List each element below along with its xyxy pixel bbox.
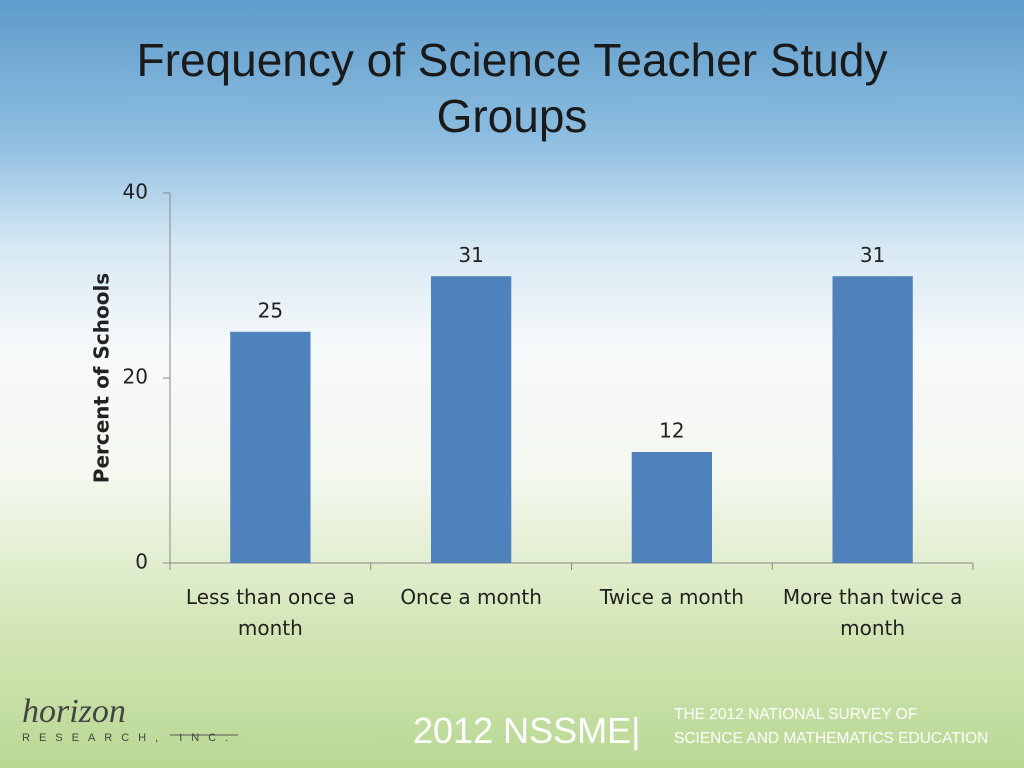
bar <box>430 276 512 563</box>
x-tick-label: Once a month <box>400 585 542 609</box>
logo-subtitle: RESEARCH, INC. <box>22 732 238 744</box>
chart-title: Frequency of Science Teacher Study Group… <box>136 34 888 142</box>
survey-line: THE 2012 NATIONAL SURVEY OF <box>674 706 918 723</box>
value-label: 12 <box>659 419 684 443</box>
value-label: 25 <box>258 298 283 322</box>
y-axis-label: Percent of Schools <box>90 273 114 483</box>
survey-line: SCIENCE AND MATHEMATICS EDUCATION <box>674 730 989 747</box>
value-label: 31 <box>458 243 483 267</box>
y-tick-label: 0 <box>135 550 148 574</box>
bar <box>631 452 713 563</box>
value-label: 31 <box>860 243 885 267</box>
logo-name: horizon <box>22 693 126 730</box>
y-tick-label: 20 <box>123 365 148 389</box>
x-tick-label: Less than once a month <box>185 585 355 640</box>
x-tick-label: Twice a month <box>599 585 744 609</box>
x-tick-label: More than twice a month <box>782 585 963 640</box>
bar <box>230 331 311 563</box>
bar <box>832 276 913 563</box>
y-tick-label: 40 <box>123 180 148 204</box>
survey-name: 2012 NSSME| <box>413 710 641 751</box>
